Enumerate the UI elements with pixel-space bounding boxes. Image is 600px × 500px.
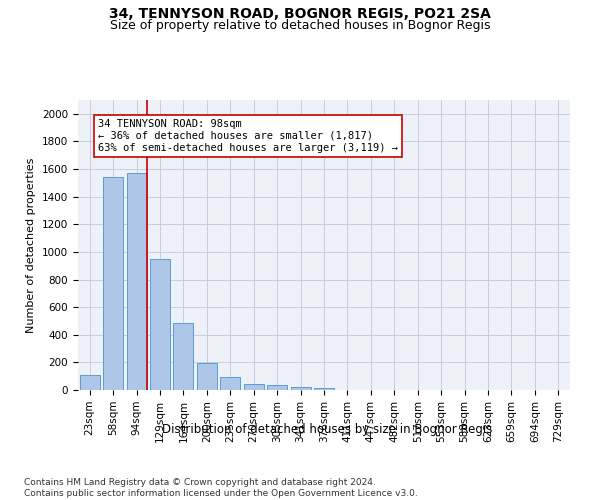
Text: Size of property relative to detached houses in Bognor Regis: Size of property relative to detached ho… (110, 19, 490, 32)
Bar (267, 385, 287, 390)
Bar (127, 172, 146, 390)
Bar (220, 376, 240, 390)
Text: 34 TENNYSON ROAD: 98sqm
← 36% of detached houses are smaller (1,817)
63% of semi: 34 TENNYSON ROAD: 98sqm ← 36% of detache… (98, 120, 398, 152)
Bar (150, 259, 170, 390)
Text: Contains HM Land Registry data © Crown copyright and database right 2024.
Contai: Contains HM Land Registry data © Crown c… (24, 478, 418, 498)
Bar (244, 384, 263, 390)
Text: Distribution of detached houses by size in Bognor Regis: Distribution of detached houses by size … (162, 422, 492, 436)
Y-axis label: Number of detached properties: Number of detached properties (26, 158, 37, 332)
Text: 34, TENNYSON ROAD, BOGNOR REGIS, PO21 2SA: 34, TENNYSON ROAD, BOGNOR REGIS, PO21 2S… (109, 8, 491, 22)
Bar (197, 364, 217, 390)
Bar (314, 388, 334, 390)
Bar (173, 322, 193, 390)
Bar (80, 375, 100, 390)
Bar (103, 178, 123, 390)
Bar (290, 387, 311, 390)
